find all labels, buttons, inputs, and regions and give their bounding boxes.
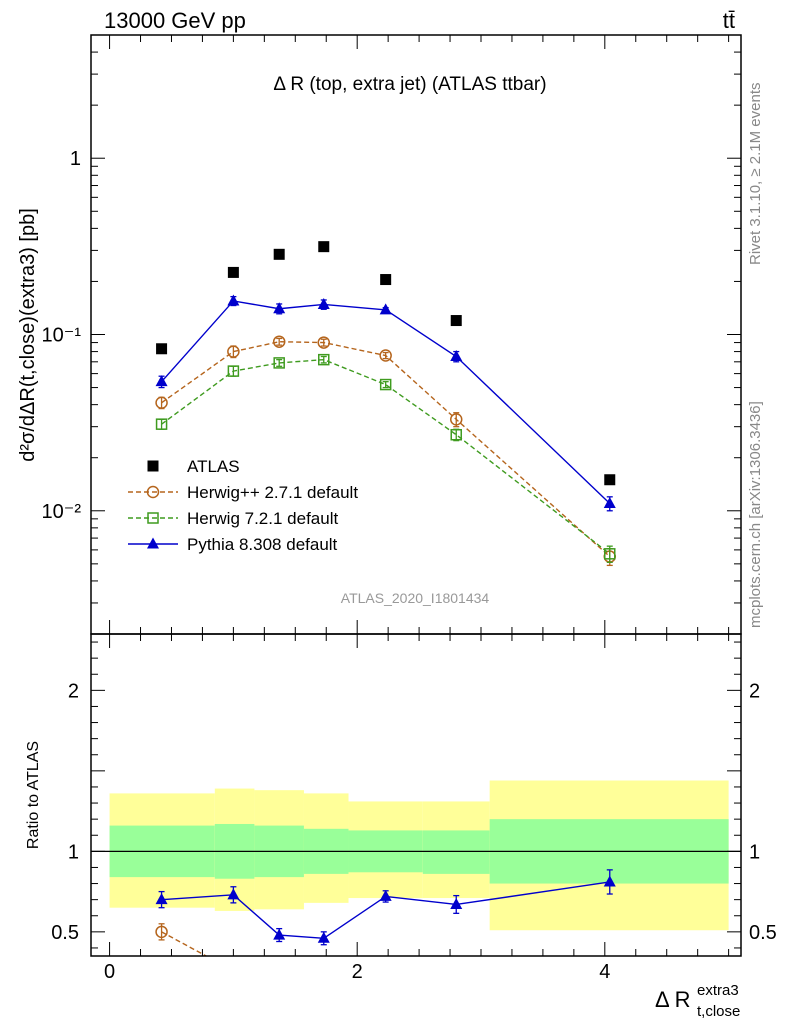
x-tick-label-2: 4 [599,961,610,983]
main-series-1-point-2 [272,335,286,348]
main-series-1-point-4 [379,349,392,362]
main-series-2-point-3 [318,353,330,366]
ratio-y-tick-label-left-0: 0.5 [51,922,79,944]
main-series-0-point-1 [227,266,239,278]
ratio-y-tick-label-left-1: 1 [68,841,79,863]
ratio-series-1-line [161,931,207,957]
mcplots-label: mcplots.cern.ch [arXiv:1306.3436] [747,401,764,628]
main-series-3-point-6 [603,496,616,508]
ratio-band-inner-5 [422,830,490,874]
rivet-version-label: Rivet 3.1.10, ≥ 2.1M events [747,83,764,266]
main-series-2-point-6 [604,548,616,560]
ratio-uncertainty-bands [109,780,729,931]
main-series-2-point-5 [450,428,462,441]
main-series-3-point-2 [273,302,286,314]
ratio-y-tick-label-left-2: 2 [68,680,79,702]
ratio-panel: 0.5 0.5 1 1 2 2 0 2 4 [51,633,777,983]
main-series-3-point-1 [227,294,240,306]
main-y-tick-label-2: 1 [70,148,81,170]
x-axis-label-sub: t,close [697,1003,740,1020]
ratio-series-1-point-0 [155,925,168,939]
legend-label-3: Pythia 8.308 default [187,535,338,554]
main-series-2-point-2 [273,357,285,369]
process-label: tt̄ [723,8,735,33]
main-series-0-point-4 [380,274,392,286]
main-axis-ticks: 10⁻² 10⁻¹ 1 [42,34,741,635]
y-axis-label-main: d²σ/dΔR(t,close)(extra3) [pb] [17,208,39,462]
ratio-series-0-point-3 [317,931,330,943]
legend-label-2: Herwig 7.2.1 default [187,509,338,528]
x-axis-label: Δ R [655,987,690,1012]
main-series-2-point-4 [379,378,392,391]
energy-label: 13000 GeV pp [104,8,246,33]
main-series-1-point-1 [227,345,240,358]
x-tick-label-1: 2 [352,961,363,983]
ratio-series-0-point-1 [227,888,240,900]
legend: ATLAS Herwig++ 2.7.1 default Herwig 7.2.1 … [128,457,358,554]
ratio-plot-marks [155,869,616,957]
legend-marker-2 [147,512,159,524]
ratio-y-tick-label-right-1: 1 [749,841,760,863]
x-axis-label-sup: extra3 [697,982,739,999]
legend-marker-3 [147,537,159,549]
main-y-tick-label-0: 10⁻² [42,501,82,523]
main-plot-marks [155,241,617,567]
legend-marker-1 [146,485,160,499]
ratio-series-0-point-2 [273,928,286,940]
ratio-series-0-point-5 [450,897,463,909]
ratio-y-tick-label-right-2: 2 [749,680,760,702]
ratio-panel-frame [90,633,742,957]
main-series-0-point-2 [273,248,285,260]
main-series-3-point-4 [379,303,392,315]
ratio-series-0-point-0 [155,893,168,905]
main-series-0-point-5 [450,315,462,327]
plot-title: Δ R (top, extra jet) (ATLAS ttbar) [273,74,546,95]
main-series-3-point-0 [155,375,168,387]
main-series-1-point-5 [449,413,463,426]
legend-label-0: ATLAS [187,457,240,476]
main-series-1-point-0 [155,396,168,410]
main-series-0-point-3 [318,241,330,253]
ratio-axis-ticks: 0.5 0.5 1 1 2 2 0 2 4 [51,634,777,983]
y-axis-label-ratio: Ratio to ATLAS [25,741,42,849]
legend-marker-0 [147,460,159,472]
main-series-1-point-3 [317,336,331,349]
legend-label-1: Herwig++ 2.7.1 default [187,483,358,502]
main-series-3-point-5 [450,350,463,362]
main-y-tick-label-1: 10⁻¹ [42,325,82,347]
ratio-y-tick-label-right-0: 0.5 [749,922,777,944]
main-panel: 10⁻² 10⁻¹ 1 Δ R (top, extra jet) (ATLAS tt… [42,34,742,635]
ratio-series-0-point-4 [379,889,392,901]
main-series-2-point-1 [227,365,240,377]
main-series-3-point-3 [317,297,330,309]
ratio-series-0-point-6 [603,875,616,887]
analysis-id: ATLAS_2020_I1801434 [341,590,490,606]
main-series-0-point-6 [604,474,616,486]
main-series-2-point-0 [155,418,168,430]
main-series-0-point-0 [156,343,168,355]
x-tick-label-0: 0 [104,961,115,983]
